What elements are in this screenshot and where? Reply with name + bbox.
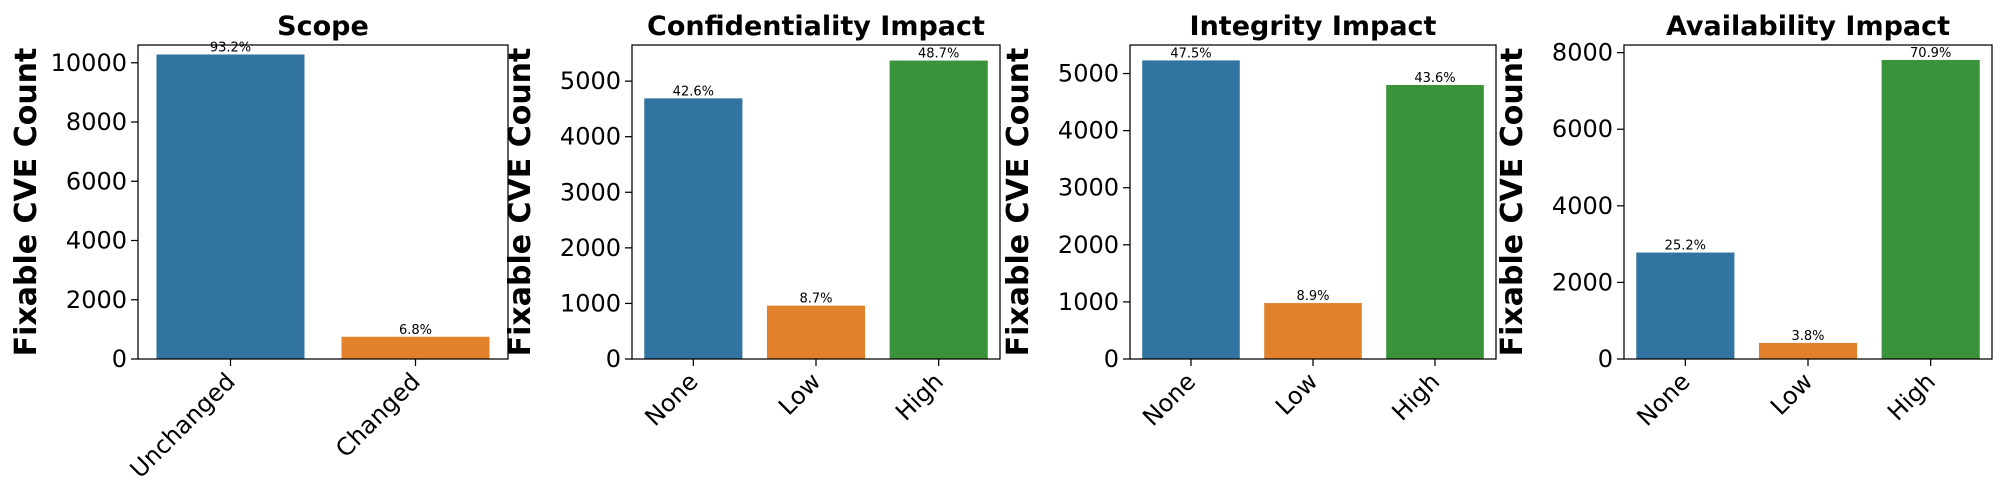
data-label: 8.7% — [799, 292, 832, 307]
y-tick-label: 1000 — [560, 289, 621, 317]
data-label: 25.2% — [1665, 239, 1706, 254]
y-tick-label: 0 — [606, 345, 621, 373]
x-tick-label: Low — [1270, 367, 1323, 420]
chart-title: Scope — [277, 11, 369, 42]
chart-title: Integrity Impact — [1190, 11, 1437, 42]
data-label: 3.8% — [1791, 329, 1824, 344]
y-axis-label: Fixable CVE Count — [1495, 48, 1530, 357]
y-tick-label: 10000 — [51, 49, 127, 77]
bar-high — [1881, 59, 1980, 360]
x-tick-label: None — [639, 367, 703, 431]
y-axis-label: Fixable CVE Count — [9, 48, 44, 357]
bar-none — [1142, 60, 1240, 359]
chart-panel-3: 47.5% None 8.9% Low 43.6% High 0 1000 2000 3000 40… — [1001, 11, 1497, 432]
x-tick-label: Low — [1765, 367, 1818, 420]
x-tick-label: High — [1882, 367, 1941, 426]
y-axis-label: Fixable CVE Count — [503, 48, 538, 357]
y-tick-label: 4000 — [560, 123, 621, 151]
y-tick-label: 4000 — [66, 227, 127, 255]
bar-high — [889, 60, 988, 359]
y-tick-label: 2000 — [1552, 268, 1613, 296]
y-tick-label: 2000 — [1058, 231, 1119, 259]
chart-title: Confidentiality Impact — [647, 11, 985, 42]
x-tick-label: High — [890, 367, 949, 426]
y-tick-label: 0 — [1104, 345, 1119, 373]
chart-title: Availability Impact — [1666, 11, 1950, 42]
y-tick-label: 4000 — [1058, 117, 1119, 145]
x-tick-label: None — [1137, 367, 1201, 431]
bar-high — [1386, 84, 1484, 360]
y-tick-label: 5000 — [1058, 60, 1119, 88]
x-tick-label: High — [1386, 367, 1445, 426]
chart-panel-4: 25.2% None 3.8% Low 70.9% High 0 2000 4000 6000 80… — [1495, 11, 1993, 432]
bar-low — [1264, 303, 1362, 359]
y-tick-label: 0 — [112, 345, 127, 373]
data-label: 43.6% — [1414, 71, 1455, 86]
chart-panel-2: 42.6% None 8.7% Low 48.7% High 0 1000 2000 3000 40… — [503, 11, 1001, 432]
data-label: 48.7% — [918, 47, 959, 62]
plot-frame — [137, 44, 509, 360]
x-tick-label: Changed — [330, 367, 426, 463]
y-tick-label: 6000 — [1552, 115, 1613, 143]
plot-frame — [1129, 44, 1497, 360]
bar-low — [766, 305, 866, 359]
y-tick-label: 3000 — [560, 178, 621, 206]
y-tick-label: 5000 — [560, 67, 621, 95]
data-label: 6.8% — [399, 323, 432, 338]
y-tick-label: 4000 — [1552, 192, 1613, 220]
y-tick-label: 2000 — [560, 234, 621, 262]
x-tick-label: Low — [773, 367, 826, 420]
data-label: 70.9% — [1910, 46, 1951, 61]
y-tick-label: 8000 — [66, 108, 127, 136]
data-label: 47.5% — [1170, 46, 1211, 61]
y-tick-label: 2000 — [66, 286, 127, 314]
bar-low — [1758, 342, 1858, 359]
bar-changed — [341, 336, 490, 359]
x-tick-label: None — [1631, 367, 1695, 431]
data-label: 8.9% — [1296, 289, 1329, 304]
data-label: 42.6% — [673, 84, 714, 99]
bar-unchanged — [156, 54, 305, 359]
data-label: 93.2% — [210, 40, 251, 55]
bar-none — [1636, 252, 1735, 359]
y-tick-label: 3000 — [1058, 174, 1119, 202]
y-axis-label: Fixable CVE Count — [1001, 48, 1036, 357]
y-tick-label: 0 — [1598, 345, 1613, 373]
y-tick-label: 8000 — [1552, 39, 1613, 67]
bar-none — [644, 98, 743, 360]
chart-panel-1: 93.2% Unchanged 6.8% Changed 0 2000 4000 6000 80… — [9, 11, 509, 484]
x-tick-label: Unchanged — [125, 367, 241, 483]
plot-frame — [631, 44, 1001, 360]
plot-frame — [1623, 44, 1993, 360]
y-tick-label: 6000 — [66, 167, 127, 195]
y-tick-label: 1000 — [1058, 288, 1119, 316]
